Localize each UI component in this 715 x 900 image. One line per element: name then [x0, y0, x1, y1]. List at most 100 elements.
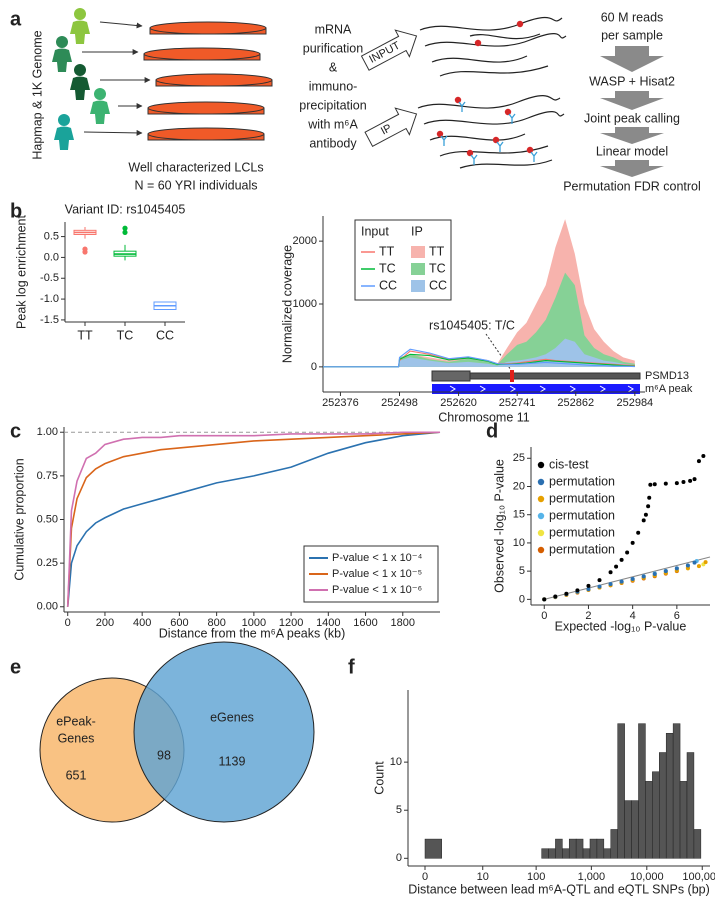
x-tick-label: 0	[65, 617, 71, 629]
panel-label: c	[10, 420, 21, 442]
m6a-site	[492, 136, 500, 144]
point	[614, 564, 619, 569]
histogram-bar	[424, 838, 442, 859]
point	[663, 569, 668, 574]
x-tick-label: 252862	[557, 397, 594, 409]
y-axis-label: Cumulative proportion	[12, 458, 26, 580]
histogram-bar	[638, 723, 646, 859]
person-icon	[70, 20, 90, 44]
treatment-text: mRNA	[315, 22, 352, 36]
legend-title: IP	[411, 224, 423, 238]
variant-annotation: rs1045405: T/C	[429, 318, 515, 332]
pipeline-arrow	[600, 160, 664, 177]
histogram-bar	[541, 848, 549, 859]
culture-dish	[143, 47, 261, 61]
x-tick-label: 1200	[279, 617, 303, 629]
legend-marker	[537, 478, 545, 486]
outlier	[82, 249, 88, 255]
point	[681, 479, 686, 484]
peak-label: m⁶A peak	[645, 383, 693, 395]
pipeline-step: Joint peak calling	[584, 111, 680, 125]
person-icon	[70, 64, 90, 100]
person-icon	[54, 114, 74, 150]
point	[652, 571, 657, 576]
y-tick-label: 0	[519, 593, 525, 605]
culture-dish	[147, 101, 265, 115]
x-axis-label: Expected -log₁₀ P-value	[555, 619, 687, 633]
legend-marker	[537, 512, 545, 520]
x-tick-label: 1000	[242, 617, 266, 629]
histogram-bar	[617, 723, 625, 859]
x-tick-label: 1400	[316, 617, 340, 629]
point	[564, 591, 569, 596]
m6a-site	[516, 20, 524, 28]
treatment-text: immuno-	[309, 79, 358, 93]
y-axis-label: Count	[372, 761, 386, 795]
panel-label: e	[10, 656, 21, 678]
x-tick-label: 200	[96, 617, 114, 629]
culture-dish	[149, 21, 267, 35]
legend-marker	[537, 546, 545, 554]
histogram-bar	[575, 838, 584, 859]
y-tick-label: 10	[513, 537, 525, 549]
reads	[424, 32, 567, 47]
histogram-bar	[693, 829, 702, 859]
gene-track	[431, 370, 471, 382]
panel-label: f	[348, 656, 355, 678]
person-icon	[54, 126, 74, 150]
x-tick-label: CC	[156, 328, 174, 342]
point	[641, 518, 646, 523]
antibody	[496, 141, 504, 152]
point	[619, 557, 624, 562]
point	[703, 560, 708, 565]
y-tick-label: 10	[390, 756, 402, 768]
gene-track	[449, 385, 634, 393]
venn: ePeak- Genes 651 98 eGenes 1139	[39, 641, 315, 823]
x-tick-label: 252498	[381, 397, 418, 409]
person-icon	[52, 36, 72, 72]
x-tick-label: 6	[674, 610, 680, 622]
y-tick-label: 20	[513, 480, 525, 492]
venn-label: eGenes	[210, 710, 254, 724]
m6a-site	[526, 146, 534, 154]
legend-label: CC	[429, 278, 447, 292]
treatment-text: with m⁶A	[307, 117, 358, 131]
pipeline-step: WASP + Hisat2	[589, 74, 675, 88]
reads	[429, 133, 526, 141]
antibody	[440, 101, 538, 165]
panel-label: a	[10, 8, 22, 30]
point	[597, 584, 602, 589]
point	[643, 512, 648, 517]
histogram-bar	[582, 848, 591, 859]
point	[586, 583, 591, 588]
pipeline-arrow	[600, 91, 664, 110]
pipeline-arrow	[600, 46, 664, 72]
input-arrow: INPUT	[360, 29, 418, 71]
legend-label: permutation	[549, 474, 615, 488]
legend-marker	[537, 529, 545, 537]
point	[608, 582, 613, 587]
coverage-area	[323, 338, 635, 367]
x-tick-label: TC	[117, 328, 134, 342]
legend-label: P-value < 1 x 10⁻⁶	[332, 584, 422, 596]
venn-count: 651	[66, 768, 87, 782]
m6a-site	[454, 96, 462, 104]
y-tick-label: 0.25	[37, 557, 58, 569]
panel-label: b	[10, 200, 22, 222]
culture-dish	[155, 73, 273, 87]
caption: Well characterized LCLs	[128, 160, 263, 174]
y-axis-label: Peak log enrichment	[14, 214, 28, 328]
treatment-text: &	[329, 60, 338, 74]
m6a-site	[466, 149, 474, 157]
point	[608, 570, 613, 575]
x-axis-label: Distance from the m⁶A peaks (kb)	[159, 626, 345, 640]
x-tick-label: 1800	[391, 617, 415, 629]
y-tick-label: 0	[396, 852, 402, 864]
caption: N = 60 YRI individuals	[134, 178, 257, 192]
y-tick-label: 0.0	[44, 251, 59, 263]
pipeline-text: per sample	[601, 28, 663, 42]
series-line	[66, 431, 441, 607]
x-tick-label: 600	[170, 617, 188, 629]
coverage-line	[323, 350, 635, 368]
x-tick-label: 100,000	[682, 871, 715, 883]
